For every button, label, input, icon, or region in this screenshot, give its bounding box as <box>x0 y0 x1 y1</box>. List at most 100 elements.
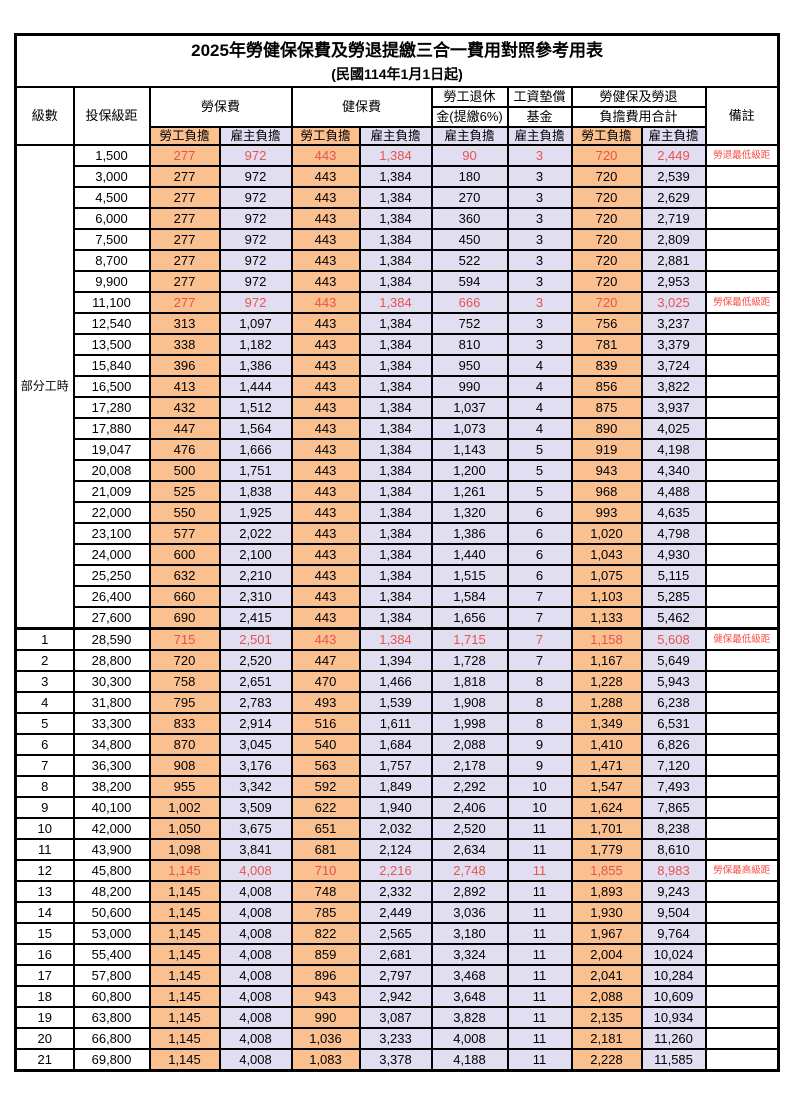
value-cell: 1,384 <box>358 374 433 398</box>
value-cell: 3,045 <box>218 732 293 756</box>
level-cell: 13 <box>14 879 75 903</box>
value-cell: 443 <box>290 626 361 651</box>
value-cell: 443 <box>290 437 361 461</box>
value-cell: 4 <box>506 395 573 419</box>
remark-cell <box>704 795 780 819</box>
value-cell: 6 <box>506 542 573 566</box>
value-cell: 3,176 <box>218 753 293 777</box>
bracket-cell: 28,800 <box>72 648 151 672</box>
bracket-cell: 63,800 <box>72 1005 151 1029</box>
value-cell: 6 <box>506 563 573 587</box>
bracket-cell: 20,008 <box>72 458 151 482</box>
value-cell: 1,384 <box>358 584 433 608</box>
value-cell: 10,609 <box>640 984 707 1008</box>
value-cell: 3,828 <box>430 1005 509 1029</box>
table-row: 19 63,800 1,145 4,008 990 3,087 3,828 11 2,135 10… <box>14 1005 780 1029</box>
value-cell: 1,384 <box>358 185 433 209</box>
premium-reference-table: 2025年勞健保保費及勞退提繳三合一費用對照參考用表 (民國114年1月1日起)… <box>14 33 781 1072</box>
value-cell: 1,182 <box>218 332 293 356</box>
value-cell: 2,124 <box>358 837 433 861</box>
value-cell: 720 <box>570 164 643 188</box>
bracket-cell: 17,880 <box>72 416 151 440</box>
value-cell: 810 <box>430 332 509 356</box>
bracket-cell: 1,500 <box>72 143 151 167</box>
value-cell: 1,930 <box>570 900 643 924</box>
value-cell: 990 <box>290 1005 361 1029</box>
value-cell: 7 <box>506 648 573 672</box>
value-cell: 5,285 <box>640 584 707 608</box>
bracket-cell: 48,200 <box>72 879 151 903</box>
value-cell: 2,629 <box>640 185 707 209</box>
value-cell: 5 <box>506 437 573 461</box>
table-row: 27,600 690 2,415 443 1,384 1,656 7 1,133 5,462 <box>16 605 780 629</box>
value-cell: 972 <box>218 206 293 230</box>
value-cell: 11 <box>506 1026 573 1050</box>
value-cell: 525 <box>148 479 221 503</box>
remark-cell <box>704 963 780 987</box>
value-cell: 443 <box>290 143 361 167</box>
value-cell: 1,384 <box>358 437 433 461</box>
remark-cell <box>704 774 780 798</box>
col-header-health-insurance: 健保費 <box>290 85 433 128</box>
table-row: 11 43,900 1,098 3,841 681 2,124 2,634 11 1,779 8,… <box>14 837 780 861</box>
value-cell: 11 <box>506 984 573 1008</box>
value-cell: 277 <box>148 269 221 293</box>
value-cell: 447 <box>290 648 361 672</box>
value-cell: 1,145 <box>148 1026 221 1050</box>
value-cell: 3 <box>506 185 573 209</box>
value-cell: 7,865 <box>640 795 707 819</box>
table-row: 6,000 277 972 443 1,384 360 3 720 2,719 <box>16 206 780 230</box>
value-cell: 3,724 <box>640 353 707 377</box>
value-cell: 781 <box>570 332 643 356</box>
value-cell: 4,488 <box>640 479 707 503</box>
value-cell: 6,238 <box>640 690 707 714</box>
value-cell: 11 <box>506 837 573 861</box>
value-cell: 3,509 <box>218 795 293 819</box>
value-cell: 3,379 <box>640 332 707 356</box>
value-cell: 2,210 <box>218 563 293 587</box>
table-row: 15 53,000 1,145 4,008 822 2,565 3,180 11 1,967 9,… <box>14 921 780 945</box>
value-cell: 3 <box>506 248 573 272</box>
value-cell: 890 <box>570 416 643 440</box>
value-cell: 1,075 <box>570 563 643 587</box>
value-cell: 1,384 <box>358 521 433 545</box>
value-cell: 2,539 <box>640 164 707 188</box>
value-cell: 8,610 <box>640 837 707 861</box>
value-cell: 1,167 <box>570 648 643 672</box>
bracket-cell: 6,000 <box>72 206 151 230</box>
value-cell: 1,440 <box>430 542 509 566</box>
value-cell: 1,158 <box>570 626 643 651</box>
value-cell: 1,584 <box>430 584 509 608</box>
value-cell: 277 <box>148 248 221 272</box>
remark-cell <box>704 542 780 566</box>
level-cell: 8 <box>14 774 75 798</box>
value-cell: 577 <box>148 521 221 545</box>
value-cell: 856 <box>570 374 643 398</box>
bracket-cell: 4,500 <box>72 185 151 209</box>
bracket-cell: 30,300 <box>72 669 151 693</box>
value-cell: 443 <box>290 374 361 398</box>
value-cell: 1,384 <box>358 500 433 524</box>
value-cell: 4,188 <box>430 1047 509 1071</box>
subheader-total-employee: 勞工負擔 <box>570 125 643 146</box>
table-row: 4,500 277 972 443 1,384 270 3 720 2,629 <box>16 185 780 209</box>
value-cell: 1,940 <box>358 795 433 819</box>
remark-cell <box>704 521 780 545</box>
value-cell: 10,934 <box>640 1005 707 1029</box>
value-cell: 2,892 <box>430 879 509 903</box>
value-cell: 180 <box>430 164 509 188</box>
value-cell: 1,384 <box>358 353 433 377</box>
table-row: 24,000 600 2,100 443 1,384 1,440 6 1,043 4,930 <box>16 542 780 566</box>
level-cell: 9 <box>14 795 75 819</box>
table-row: 7 36,300 908 3,176 563 1,757 2,178 9 1,471 7,120 <box>14 753 780 777</box>
bracket-cell: 26,400 <box>72 584 151 608</box>
value-cell: 9 <box>506 753 573 777</box>
table-row: 7,500 277 972 443 1,384 450 3 720 2,809 <box>16 227 780 251</box>
remark-cell <box>704 563 780 587</box>
value-cell: 1,261 <box>430 479 509 503</box>
value-cell: 443 <box>290 185 361 209</box>
value-cell: 1,133 <box>570 605 643 629</box>
value-cell: 6,531 <box>640 711 707 735</box>
bracket-cell: 17,280 <box>72 395 151 419</box>
table-row: 13,500 338 1,182 443 1,384 810 3 781 3,379 <box>16 332 780 356</box>
